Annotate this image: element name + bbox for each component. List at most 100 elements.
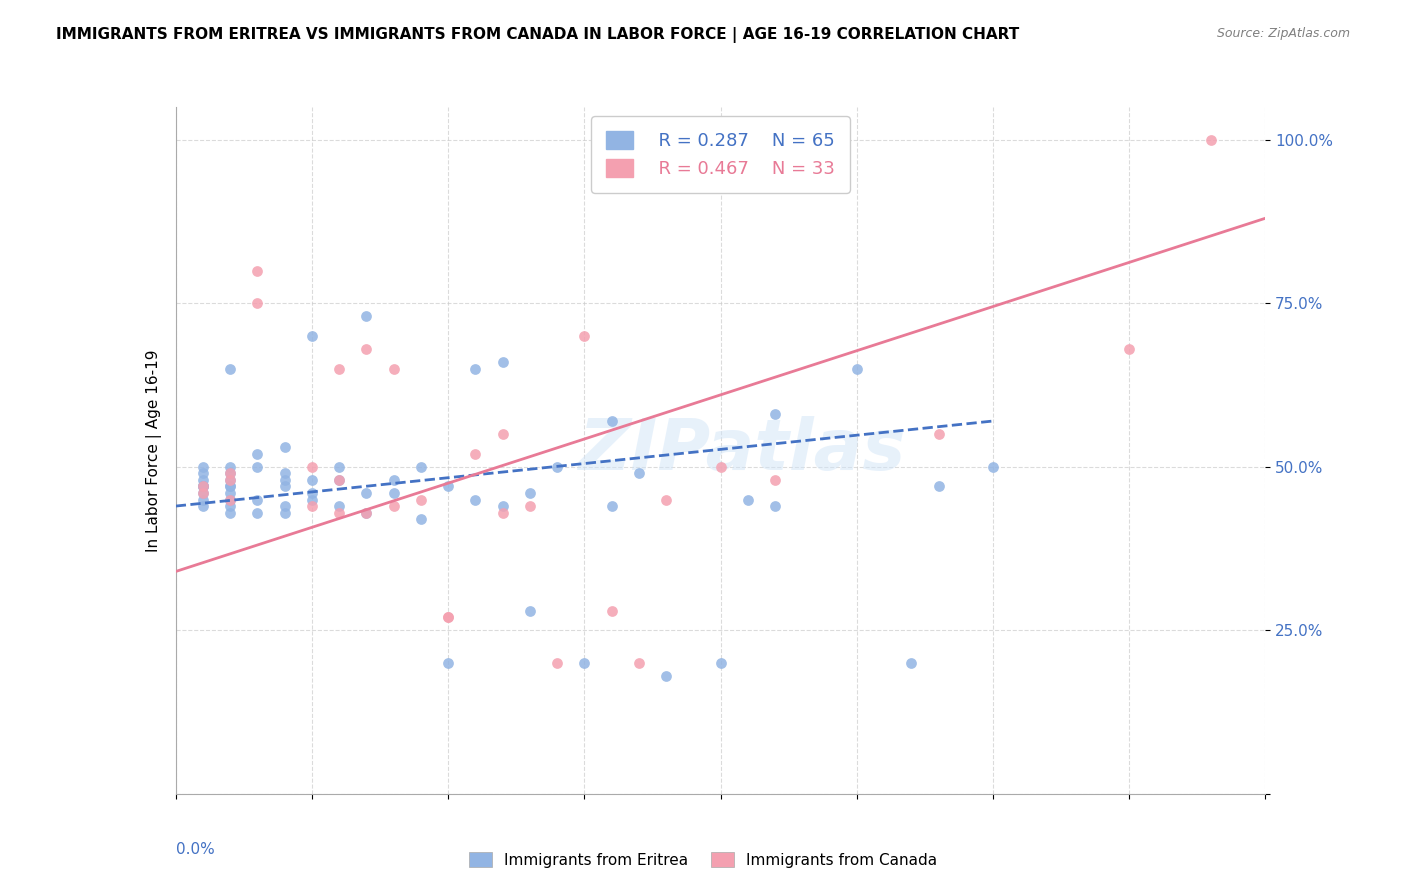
Point bbox=[356, 506, 378, 520]
Point bbox=[219, 467, 242, 481]
Point bbox=[437, 610, 460, 624]
Point bbox=[356, 342, 378, 356]
Point bbox=[928, 479, 950, 493]
Text: ZIPatlas: ZIPatlas bbox=[579, 416, 905, 485]
Point bbox=[464, 447, 486, 461]
Legend:   R = 0.287    N = 65,   R = 0.467    N = 33: R = 0.287 N = 65, R = 0.467 N = 33 bbox=[592, 116, 849, 193]
Point bbox=[219, 473, 242, 487]
Point bbox=[328, 361, 350, 376]
Point bbox=[409, 492, 432, 507]
Point bbox=[246, 492, 269, 507]
Point bbox=[900, 656, 922, 670]
Point bbox=[627, 467, 650, 481]
Point bbox=[219, 459, 242, 474]
Point bbox=[191, 486, 214, 500]
Point bbox=[356, 486, 378, 500]
Point bbox=[437, 610, 460, 624]
Point bbox=[600, 499, 623, 513]
Point bbox=[710, 656, 733, 670]
Point bbox=[246, 459, 269, 474]
Point bbox=[191, 473, 214, 487]
Point bbox=[356, 506, 378, 520]
Text: IMMIGRANTS FROM ERITREA VS IMMIGRANTS FROM CANADA IN LABOR FORCE | AGE 16-19 COR: IMMIGRANTS FROM ERITREA VS IMMIGRANTS FR… bbox=[56, 27, 1019, 43]
Point bbox=[492, 499, 515, 513]
Point bbox=[382, 486, 405, 500]
Point bbox=[246, 296, 269, 310]
Point bbox=[627, 656, 650, 670]
Point bbox=[328, 459, 350, 474]
Point bbox=[219, 486, 242, 500]
Point bbox=[519, 499, 541, 513]
Point bbox=[464, 361, 486, 376]
Point bbox=[574, 329, 596, 343]
Point bbox=[219, 479, 242, 493]
Point bbox=[492, 427, 515, 442]
Point bbox=[219, 492, 242, 507]
Point bbox=[328, 473, 350, 487]
Point bbox=[219, 479, 242, 493]
Point bbox=[301, 459, 323, 474]
Point bbox=[655, 669, 678, 683]
Text: 0.0%: 0.0% bbox=[176, 842, 215, 857]
Point bbox=[928, 427, 950, 442]
Point bbox=[763, 473, 786, 487]
Point bbox=[301, 486, 323, 500]
Point bbox=[600, 414, 623, 428]
Point bbox=[655, 492, 678, 507]
Point bbox=[219, 492, 242, 507]
Point bbox=[519, 604, 541, 618]
Point bbox=[191, 486, 214, 500]
Point bbox=[219, 506, 242, 520]
Point bbox=[274, 479, 297, 493]
Point bbox=[219, 361, 242, 376]
Point bbox=[437, 479, 460, 493]
Point bbox=[546, 656, 568, 670]
Point bbox=[219, 467, 242, 481]
Point bbox=[492, 506, 515, 520]
Point bbox=[191, 479, 214, 493]
Point bbox=[246, 263, 269, 277]
Point bbox=[845, 361, 868, 376]
Point bbox=[301, 499, 323, 513]
Point bbox=[246, 506, 269, 520]
Point bbox=[1199, 133, 1222, 147]
Point bbox=[409, 459, 432, 474]
Point bbox=[246, 447, 269, 461]
Point bbox=[274, 473, 297, 487]
Point bbox=[191, 499, 214, 513]
Point bbox=[328, 499, 350, 513]
Point bbox=[710, 459, 733, 474]
Point bbox=[301, 329, 323, 343]
Point bbox=[274, 440, 297, 454]
Point bbox=[274, 506, 297, 520]
Y-axis label: In Labor Force | Age 16-19: In Labor Force | Age 16-19 bbox=[146, 349, 162, 552]
Point bbox=[382, 499, 405, 513]
Point bbox=[600, 604, 623, 618]
Point bbox=[301, 473, 323, 487]
Text: Source: ZipAtlas.com: Source: ZipAtlas.com bbox=[1216, 27, 1350, 40]
Point bbox=[328, 506, 350, 520]
Point bbox=[191, 467, 214, 481]
Point bbox=[191, 479, 214, 493]
Point bbox=[274, 467, 297, 481]
Point bbox=[356, 310, 378, 324]
Point bbox=[219, 499, 242, 513]
Point bbox=[301, 492, 323, 507]
Point bbox=[1118, 342, 1140, 356]
Point bbox=[437, 656, 460, 670]
Point bbox=[464, 492, 486, 507]
Point bbox=[191, 479, 214, 493]
Point bbox=[981, 459, 1004, 474]
Point bbox=[763, 408, 786, 422]
Point bbox=[191, 459, 214, 474]
Point bbox=[546, 459, 568, 474]
Point bbox=[409, 512, 432, 526]
Point bbox=[191, 492, 214, 507]
Legend: Immigrants from Eritrea, Immigrants from Canada: Immigrants from Eritrea, Immigrants from… bbox=[461, 844, 945, 875]
Point bbox=[274, 499, 297, 513]
Point bbox=[763, 499, 786, 513]
Point bbox=[328, 473, 350, 487]
Point bbox=[191, 479, 214, 493]
Point bbox=[519, 486, 541, 500]
Point bbox=[492, 355, 515, 369]
